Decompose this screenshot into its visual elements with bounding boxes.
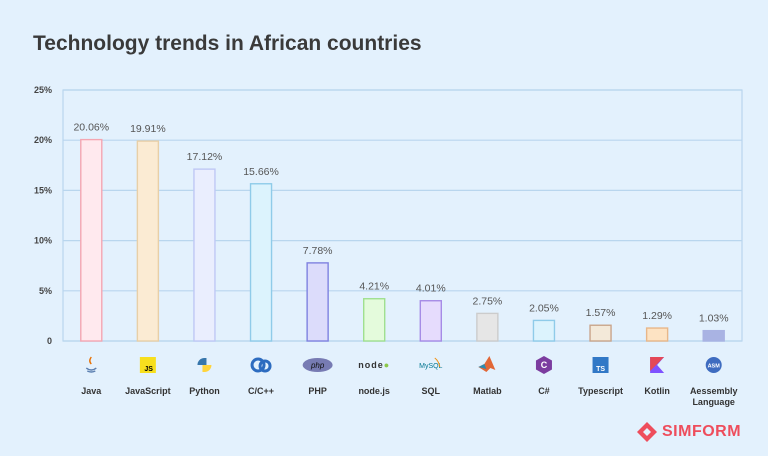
- x-tick-label: PHP: [308, 386, 327, 396]
- php-icon: php: [302, 358, 333, 372]
- x-tick-label: JavaScript: [125, 386, 171, 396]
- python-icon: [197, 358, 212, 372]
- kotlin-icon: [650, 357, 665, 373]
- x-tick-label: Python: [189, 386, 220, 396]
- cpp-icon: [250, 357, 272, 373]
- assembly-icon: ASM: [705, 357, 722, 373]
- bar-c-c-: [249, 183, 273, 342]
- data-label: 17.12%: [187, 151, 223, 163]
- svg-text:php: php: [310, 361, 325, 370]
- bar-c-: [532, 319, 556, 342]
- x-tick-label: C/C++: [248, 386, 274, 396]
- svg-text:node●: node●: [358, 360, 390, 370]
- svg-text:TS: TS: [596, 366, 605, 373]
- svg-text:C: C: [541, 360, 548, 370]
- javascript-icon: JS: [139, 357, 156, 373]
- y-tick-label: 15%: [34, 185, 52, 195]
- y-tick-label: 0: [47, 336, 52, 346]
- data-label: 20.06%: [73, 122, 109, 134]
- data-label: 4.01%: [416, 283, 446, 295]
- nodejs-icon: node●: [358, 360, 390, 370]
- bar-aessembly-language: [702, 329, 725, 342]
- typescript-icon: TS: [592, 357, 609, 373]
- data-label: 2.75%: [472, 295, 502, 307]
- data-label: 1.03%: [699, 313, 729, 325]
- x-tick-label: SQL: [422, 386, 441, 396]
- java-icon: [85, 356, 97, 373]
- data-label: 7.78%: [303, 245, 333, 257]
- y-tick-label: 25%: [34, 85, 52, 95]
- y-tick-label: 5%: [39, 286, 52, 296]
- y-tick-label: 20%: [34, 135, 52, 145]
- x-tick-label: Aessembly Language: [690, 386, 738, 407]
- x-tick-label: Kotlin: [644, 386, 670, 396]
- x-tick-label: C#: [538, 386, 550, 396]
- csharp-icon: C: [535, 356, 552, 374]
- bar-javascript: [136, 140, 160, 342]
- data-label: 15.66%: [243, 166, 279, 178]
- bar-node-js: [363, 298, 386, 342]
- x-tick-label: Typescript: [578, 386, 623, 396]
- data-label: 2.05%: [529, 302, 559, 314]
- x-tick-label: node.js: [358, 386, 390, 396]
- data-label: 1.29%: [642, 310, 672, 322]
- bar-typescript: [589, 324, 612, 342]
- svg-text:MySQL: MySQL: [419, 363, 442, 370]
- svg-text:JS: JS: [144, 366, 153, 373]
- bar-matlab: [476, 312, 499, 342]
- mysql-icon: MySQL: [419, 357, 443, 370]
- x-tick-label: Java: [81, 386, 102, 396]
- svg-text:ASM: ASM: [708, 364, 721, 370]
- bar-java: [80, 138, 103, 342]
- bar-php: [306, 262, 329, 342]
- bar-kotlin: [645, 327, 669, 342]
- y-tick-label: 10%: [34, 236, 52, 246]
- data-label: 19.91%: [130, 123, 166, 135]
- chart-title: Technology trends in African countries: [33, 32, 422, 55]
- bar-python: [193, 168, 216, 342]
- simform-logo-icon: [637, 422, 657, 442]
- brand-name: SIMFORM: [662, 423, 742, 440]
- data-label: 1.57%: [586, 307, 616, 319]
- matlab-icon: [478, 356, 496, 372]
- simform-logo: SIMFORM: [636, 421, 741, 443]
- x-tick-label: Matlab: [473, 386, 502, 396]
- data-label: 4.21%: [359, 281, 389, 293]
- bar-sql: [419, 300, 442, 342]
